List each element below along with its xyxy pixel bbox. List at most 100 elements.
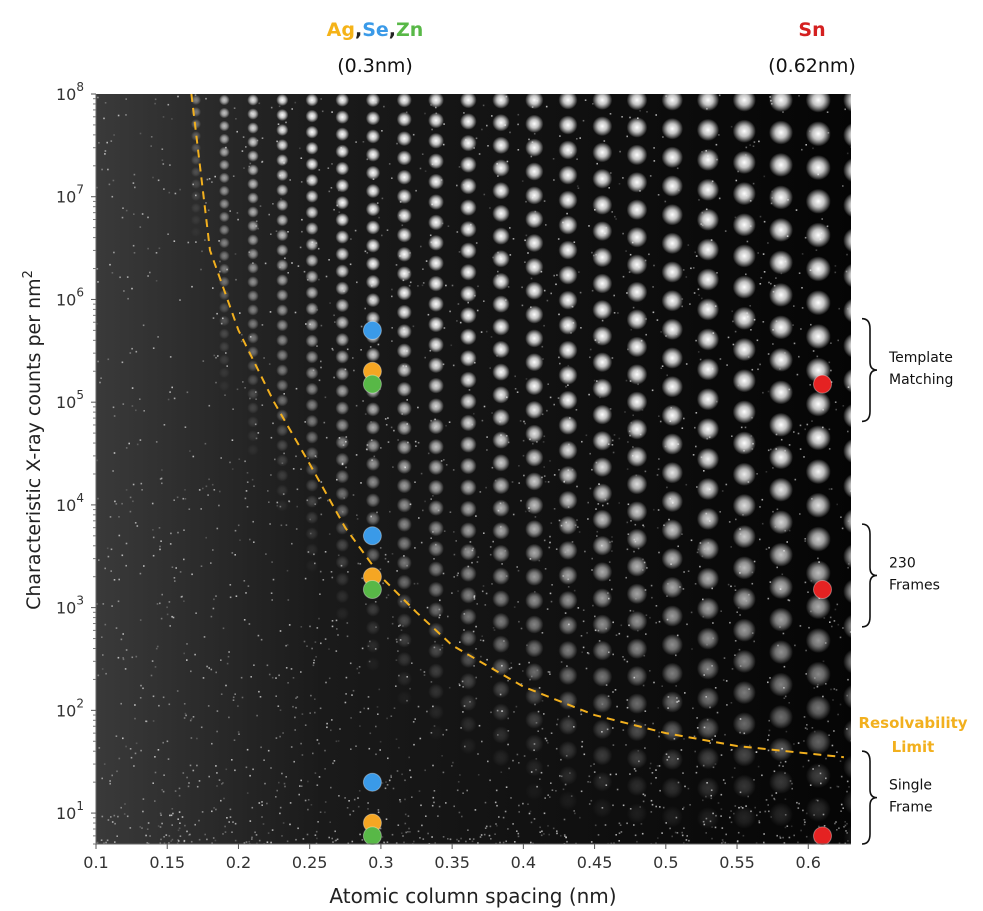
atom-column [525,353,544,372]
noise-speck [319,811,322,813]
noise-speck [681,427,684,429]
atom-column [525,377,544,396]
noise-speck [396,142,398,145]
atom-column [305,366,319,380]
noise-speck [132,244,135,247]
noise-speck [541,727,544,730]
noise-speck [120,806,122,809]
atom-column [365,274,381,289]
noise-speck [780,438,783,441]
noise-speck [469,541,472,543]
noise-speck [458,166,461,168]
atom-column [661,605,683,627]
atomic-lattice [191,94,851,844]
noise-speck [517,601,519,603]
noise-speck [97,674,100,677]
noise-speck [133,252,136,254]
noise-speck [223,797,225,800]
noise-speck [615,218,617,220]
noise-speck [303,640,306,643]
atom-column [365,402,381,417]
atom-column [626,309,648,330]
noise-speck [724,782,726,785]
noise-speck [328,836,330,839]
noise-speck [830,369,832,372]
noise-speck [581,740,584,743]
atom-column [335,298,350,313]
noise-speck [546,299,549,302]
noise-speck [804,821,806,823]
noise-speck [626,706,629,709]
noise-speck [289,179,291,181]
noise-speck [319,570,322,573]
noise-speck [155,280,158,282]
noise-speck [840,810,842,812]
noise-speck [488,834,491,837]
noise-speck [804,428,806,431]
atom-column [696,567,720,590]
atom-column [247,164,259,176]
noise-speck [505,786,508,788]
noise-speck [432,764,434,767]
noise-speck [839,703,842,706]
noise-speck [132,182,135,184]
noise-speck [822,660,825,663]
noise-speck [306,833,309,836]
noise-speck [139,572,142,575]
noise-speck [363,707,365,710]
noise-speck [173,499,175,501]
noise-speck [347,842,350,844]
noise-speck [581,651,583,653]
noise-speck [367,696,370,698]
noise-speck [587,501,589,504]
noise-speck [292,677,295,679]
noise-speck [385,596,388,599]
atom-column [305,382,319,396]
noise-speck [356,514,358,516]
atom-column [191,119,201,129]
noise-speck [722,779,725,781]
noise-speck [294,729,296,731]
noise-speck [124,803,126,805]
noise-speck [520,627,523,630]
noise-speck [463,629,465,631]
noise-speck [770,448,772,451]
noise-speck [154,102,156,105]
noise-speck [332,349,334,351]
atom-column [696,358,720,381]
noise-speck [348,800,350,802]
noise-speck [210,562,212,564]
atom-column [247,402,259,414]
atom-column [365,293,381,308]
noise-speck [430,537,432,539]
noise-speck [287,682,289,684]
noise-speck [330,571,333,573]
noise-speck [793,743,795,745]
noise-speck [266,802,268,805]
noise-speck [681,831,683,834]
noise-speck [838,827,840,829]
noise-speck [215,595,217,597]
atom-column [525,138,544,157]
noise-speck [502,816,505,819]
atom-column [276,349,289,362]
atom-column [396,497,412,513]
noise-speck [246,792,249,794]
noise-speck [345,676,348,679]
noise-speck [793,342,796,345]
noise-speck [328,190,331,193]
noise-speck [588,775,591,778]
atom-column [843,790,851,814]
noise-speck [606,502,609,505]
noise-speck [609,408,612,410]
atom-column [396,690,412,706]
noise-speck [156,603,159,605]
noise-speck [173,397,176,400]
noise-speck [785,730,788,733]
noise-speck [443,327,446,329]
atom-column [460,350,477,367]
noise-speck [519,420,522,422]
noise-speck [326,722,328,725]
noise-speck [292,705,294,708]
atom-column [769,477,793,502]
